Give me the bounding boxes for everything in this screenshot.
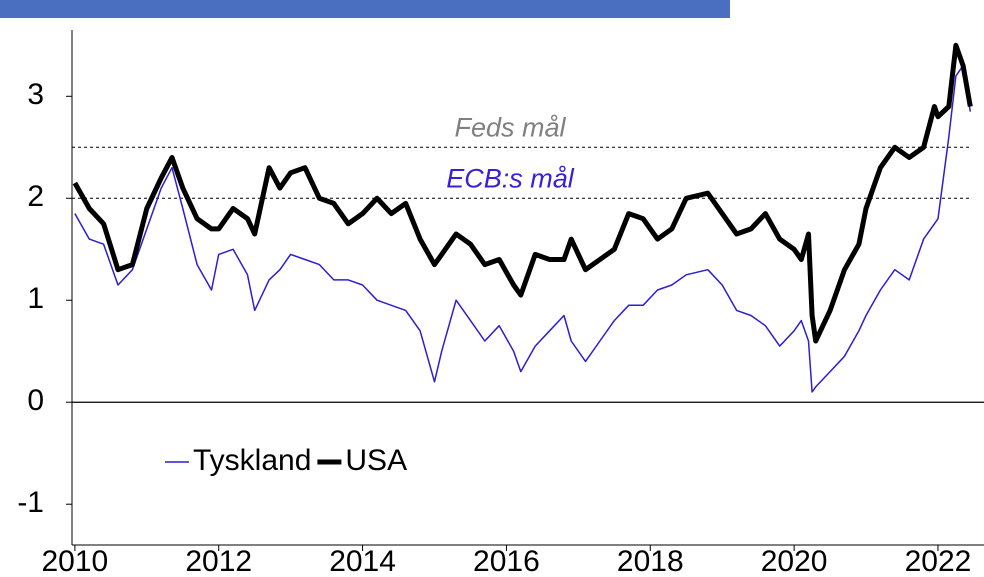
title-bar: [0, 0, 730, 18]
series-line: [74, 64, 972, 393]
x-tick-label: 2010: [42, 545, 109, 577]
x-tick-label: 2020: [761, 545, 828, 577]
reference-label: Feds mål: [454, 112, 566, 142]
x-tick-label: 2018: [617, 545, 684, 577]
legend-label: Tyskland: [193, 444, 311, 477]
y-tick-label: 3: [27, 78, 44, 111]
legend-label: USA: [345, 444, 407, 477]
y-tick-label: 1: [27, 282, 44, 315]
y-tick-label: 0: [27, 384, 44, 417]
y-tick-label: 2: [27, 180, 44, 213]
x-tick-label: 2016: [473, 545, 540, 577]
series-line: [72, 42, 973, 344]
x-tick-label: 2012: [185, 545, 252, 577]
x-tick-label: 2014: [329, 545, 396, 577]
y-tick-label: -1: [17, 486, 44, 519]
x-tick-label: 2022: [905, 545, 972, 577]
reference-label: ECB:s mål: [446, 163, 575, 193]
